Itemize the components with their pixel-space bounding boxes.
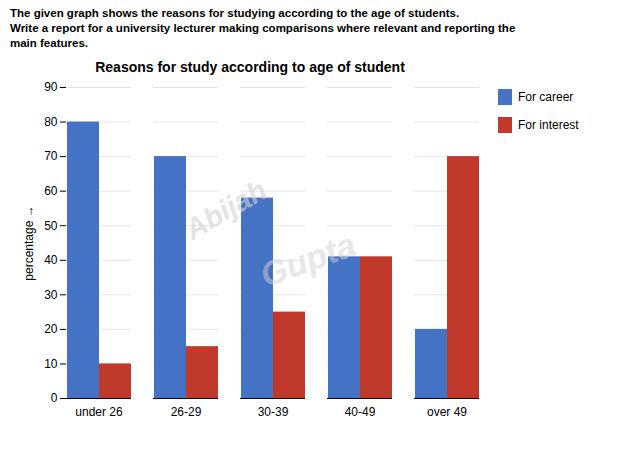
html-text:Write a report for a universit: Write a report for a university lecturer… <box>10 22 516 34</box>
svg-text:60: 60 <box>44 184 58 198</box>
html-text:Gupta: Gupta <box>254 224 361 294</box>
svg-text:0: 0 <box>51 391 58 405</box>
svg-text:20: 20 <box>44 322 58 336</box>
svg-text:over 49: over 49 <box>427 405 467 419</box>
svg-text:26-29: 26-29 <box>171 405 202 419</box>
html-text:For interest: For interest <box>518 118 579 132</box>
html-text:Abijah: Abijah <box>179 173 273 246</box>
html-text:Reasons for study according to: Reasons for study according to age of st… <box>95 59 405 75</box>
svg-text:10: 10 <box>44 357 58 371</box>
html-text:The given graph shows the reas: The given graph shows the reasons for st… <box>10 7 460 19</box>
html-text:For career: For career <box>518 90 574 104</box>
svg-text:80: 80 <box>44 115 58 129</box>
svg-text:40-49: 40-49 <box>345 405 376 419</box>
svg-text:30: 30 <box>44 288 58 302</box>
svg-text:90: 90 <box>44 80 58 94</box>
svg-text:70: 70 <box>44 149 58 163</box>
html-text:main features.: main features. <box>10 37 88 49</box>
svg-text:under 26: under 26 <box>75 405 123 419</box>
svg-text:percentage →: percentage → <box>22 205 36 280</box>
svg-text:30-39: 30-39 <box>258 405 289 419</box>
svg-text:50: 50 <box>44 219 58 233</box>
svg-text:40: 40 <box>44 253 58 267</box>
